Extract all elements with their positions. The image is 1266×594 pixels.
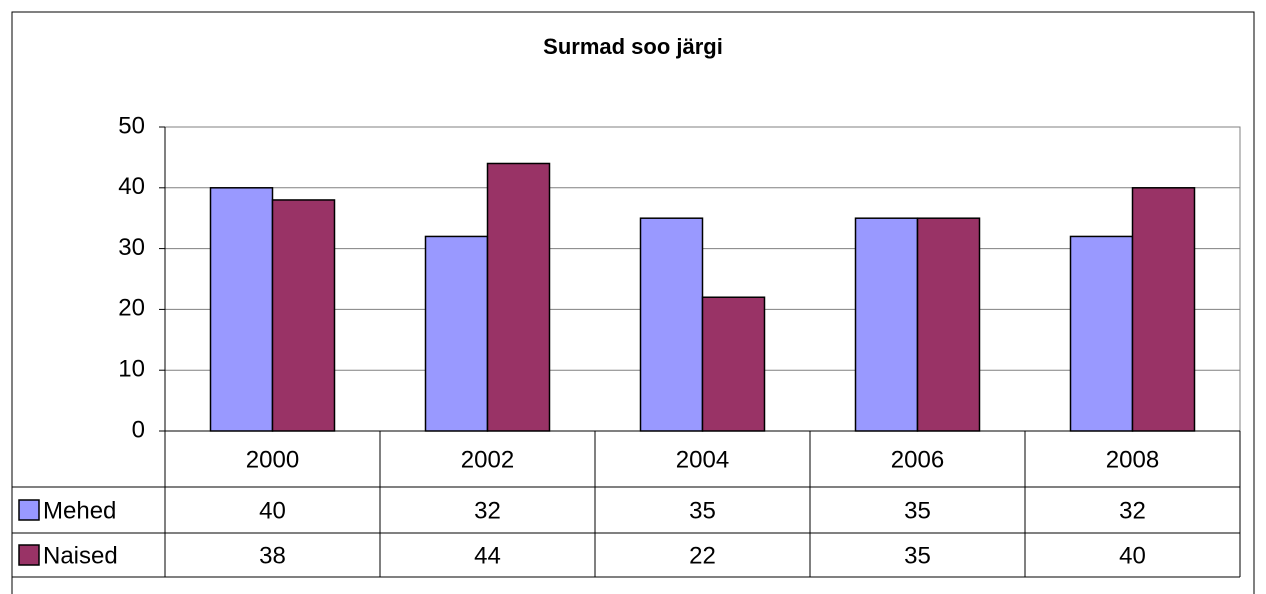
table-value: 35	[904, 497, 931, 524]
chart-title: Surmad soo järgi	[543, 34, 723, 59]
y-tick-label: 10	[118, 356, 145, 383]
bar	[701, 296, 766, 432]
legend-swatch	[18, 544, 40, 566]
x-tick-label: 2004	[676, 446, 729, 473]
table-value: 32	[1119, 497, 1146, 524]
table-value: 40	[1119, 542, 1146, 569]
legend-label: Mehed	[43, 497, 116, 524]
table-value: 32	[474, 497, 501, 524]
bar	[854, 217, 919, 432]
bar	[916, 217, 981, 432]
table-value: 22	[689, 542, 716, 569]
x-tick-label: 2002	[461, 446, 514, 473]
bar	[639, 217, 704, 432]
table-value: 35	[904, 542, 931, 569]
table-value: 38	[259, 542, 286, 569]
y-tick-label: 20	[118, 295, 145, 322]
bar	[209, 187, 274, 432]
legend-label: Naised	[43, 542, 118, 569]
table-value: 44	[474, 542, 501, 569]
y-tick-label: 40	[118, 173, 145, 200]
x-tick-label: 2008	[1106, 446, 1159, 473]
y-tick-label: 0	[132, 416, 145, 443]
bar	[1131, 187, 1196, 432]
y-tick-label: 30	[118, 234, 145, 261]
x-tick-label: 2006	[891, 446, 944, 473]
bar	[1069, 235, 1134, 432]
bar	[486, 162, 551, 432]
bar	[424, 235, 489, 432]
legend-swatch	[18, 499, 40, 521]
table-value: 35	[689, 497, 716, 524]
y-tick-label: 50	[118, 112, 145, 139]
table-value: 40	[259, 497, 286, 524]
x-tick-label: 2000	[246, 446, 299, 473]
bar	[271, 199, 336, 432]
